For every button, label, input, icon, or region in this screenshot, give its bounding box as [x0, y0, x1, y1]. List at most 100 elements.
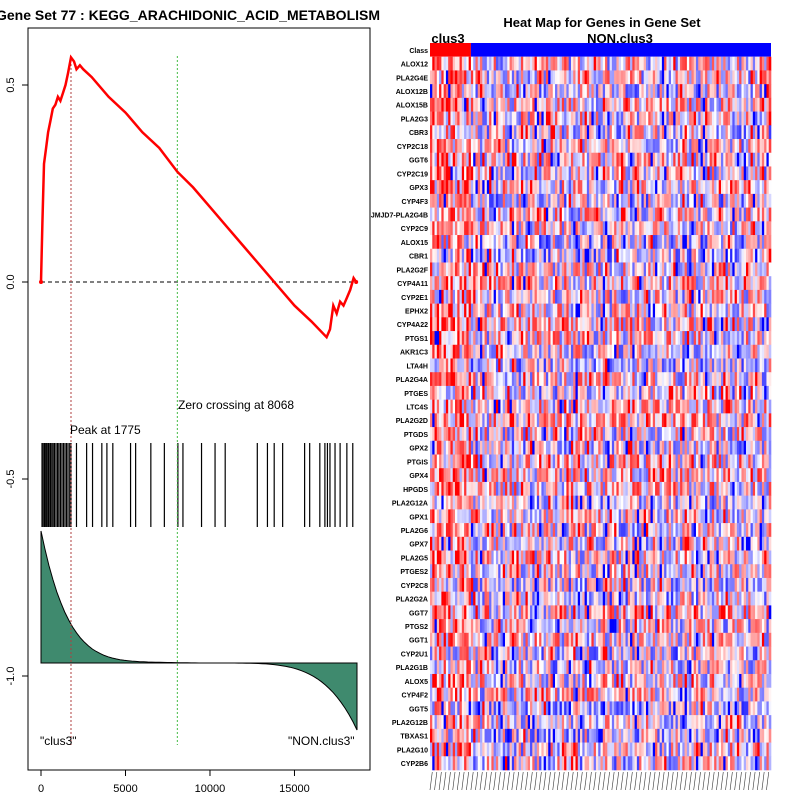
- heatmap-cell: [700, 427, 704, 442]
- heatmap-cell: [543, 317, 547, 332]
- heatmap-cell: [741, 385, 745, 400]
- heatmap-cell: [709, 111, 713, 126]
- heatmap-title: Heat Map for Genes in Gene Set: [503, 15, 701, 30]
- heatmap-cell: [741, 248, 745, 263]
- heatmap-cell: [702, 317, 706, 332]
- heatmap-cell: [623, 303, 626, 318]
- heatmap-cell: [443, 139, 447, 154]
- heatmap-cell: [445, 207, 449, 222]
- heatmap-cell: [625, 454, 629, 469]
- heatmap-cell: [707, 454, 710, 469]
- heatmap-cell: [734, 468, 738, 483]
- heatmap-cell: [520, 235, 524, 250]
- heatmap-cell: [636, 221, 640, 236]
- heatmap-cell: [650, 262, 654, 277]
- y-tick-label: 0.0: [5, 274, 17, 289]
- heatmap-cell: [727, 385, 731, 400]
- heatmap-cell: [709, 317, 713, 332]
- heatmap-cell: [718, 481, 722, 496]
- heatmap-cell: [714, 468, 717, 483]
- heatmap-cell: [527, 84, 531, 99]
- heatmap-cell: [573, 84, 576, 99]
- heatmap-cell: [695, 454, 699, 469]
- heatmap-cell: [605, 56, 608, 71]
- heatmap-cell: [480, 303, 483, 318]
- heatmap-cell: [566, 125, 569, 140]
- heatmap-cell: [541, 495, 544, 510]
- heatmap-cell: [745, 303, 749, 318]
- heatmap-cell: [452, 152, 456, 167]
- heatmap-cell: [561, 468, 565, 483]
- heatmap-cell: [632, 427, 635, 442]
- heatmap-cell: [620, 235, 624, 250]
- heatmap-cell: [734, 385, 738, 400]
- heatmap-cell: [557, 481, 560, 496]
- heatmap-cell: [491, 399, 494, 414]
- heatmap-cell: [498, 289, 501, 304]
- heatmap-cell: [648, 468, 651, 483]
- heatmap-cell: [648, 193, 651, 208]
- heatmap-cell: [452, 166, 456, 181]
- heatmap-cell: [559, 399, 563, 414]
- heatmap-cell: [618, 372, 622, 387]
- heatmap-cell: [723, 248, 726, 263]
- heatmap-cell: [736, 235, 740, 250]
- heatmap-cell: [580, 372, 583, 387]
- heatmap-cell: [716, 180, 720, 195]
- heatmap-cell: [502, 385, 506, 400]
- heatmap-cell: [482, 235, 485, 250]
- heatmap-cell: [532, 427, 535, 442]
- heatmap-cell: [445, 440, 449, 455]
- heatmap-cell: [514, 111, 517, 126]
- heatmap-cell: [605, 180, 608, 195]
- heatmap-cell: [518, 276, 522, 291]
- heatmap-cell: [602, 152, 606, 167]
- heatmap-cell: [666, 331, 669, 346]
- heatmap-cell: [532, 166, 535, 181]
- heatmap-cell: [636, 262, 640, 277]
- heatmap-cell: [675, 289, 679, 304]
- heatmap-cell: [457, 111, 460, 126]
- heatmap-cell: [707, 56, 710, 71]
- heatmap-cell: [677, 70, 681, 85]
- heatmap-cell: [764, 358, 767, 373]
- heatmap-cell: [691, 193, 694, 208]
- heatmap-cell: [659, 152, 663, 167]
- heatmap-cell: [600, 193, 604, 208]
- heatmap-cell: [473, 70, 476, 85]
- heatmap-cell: [575, 468, 579, 483]
- heatmap-cell: [477, 358, 481, 373]
- heatmap-cell: [577, 180, 581, 195]
- heatmap-cell: [523, 454, 526, 469]
- heatmap-cell: [561, 344, 565, 359]
- heatmap-cell: [489, 481, 492, 496]
- heatmap-cell: [768, 317, 772, 332]
- heatmap-cell: [702, 235, 706, 250]
- heatmap-cell: [609, 358, 613, 373]
- heatmap-cell: [570, 248, 574, 263]
- heatmap-cell: [589, 289, 592, 304]
- heatmap-cell: [520, 344, 524, 359]
- heatmap-cell: [698, 125, 701, 140]
- heatmap-cell: [707, 166, 710, 181]
- heatmap-cell: [461, 331, 465, 346]
- heatmap-cell: [514, 125, 517, 140]
- heatmap-cell: [630, 125, 633, 140]
- heatmap-cell: [575, 481, 579, 496]
- heatmap-cell: [589, 248, 592, 263]
- heatmap-cell: [530, 56, 533, 71]
- heatmap-cell: [495, 344, 499, 359]
- heatmap-cell: [566, 385, 569, 400]
- heatmap-cell: [609, 248, 613, 263]
- heatmap-cell: [598, 358, 601, 373]
- heatmap-row-label: PLA2G10: [397, 747, 428, 754]
- heatmap-cell: [698, 289, 701, 304]
- heatmap-cell: [723, 235, 726, 250]
- heatmap-cell: [509, 385, 513, 400]
- heatmap-cell: [752, 207, 756, 222]
- heatmap-cell: [436, 262, 440, 277]
- heatmap-cell: [698, 358, 701, 373]
- heatmap-cell: [718, 331, 722, 346]
- heatmap-cell: [745, 97, 749, 112]
- heatmap-cell: [725, 289, 729, 304]
